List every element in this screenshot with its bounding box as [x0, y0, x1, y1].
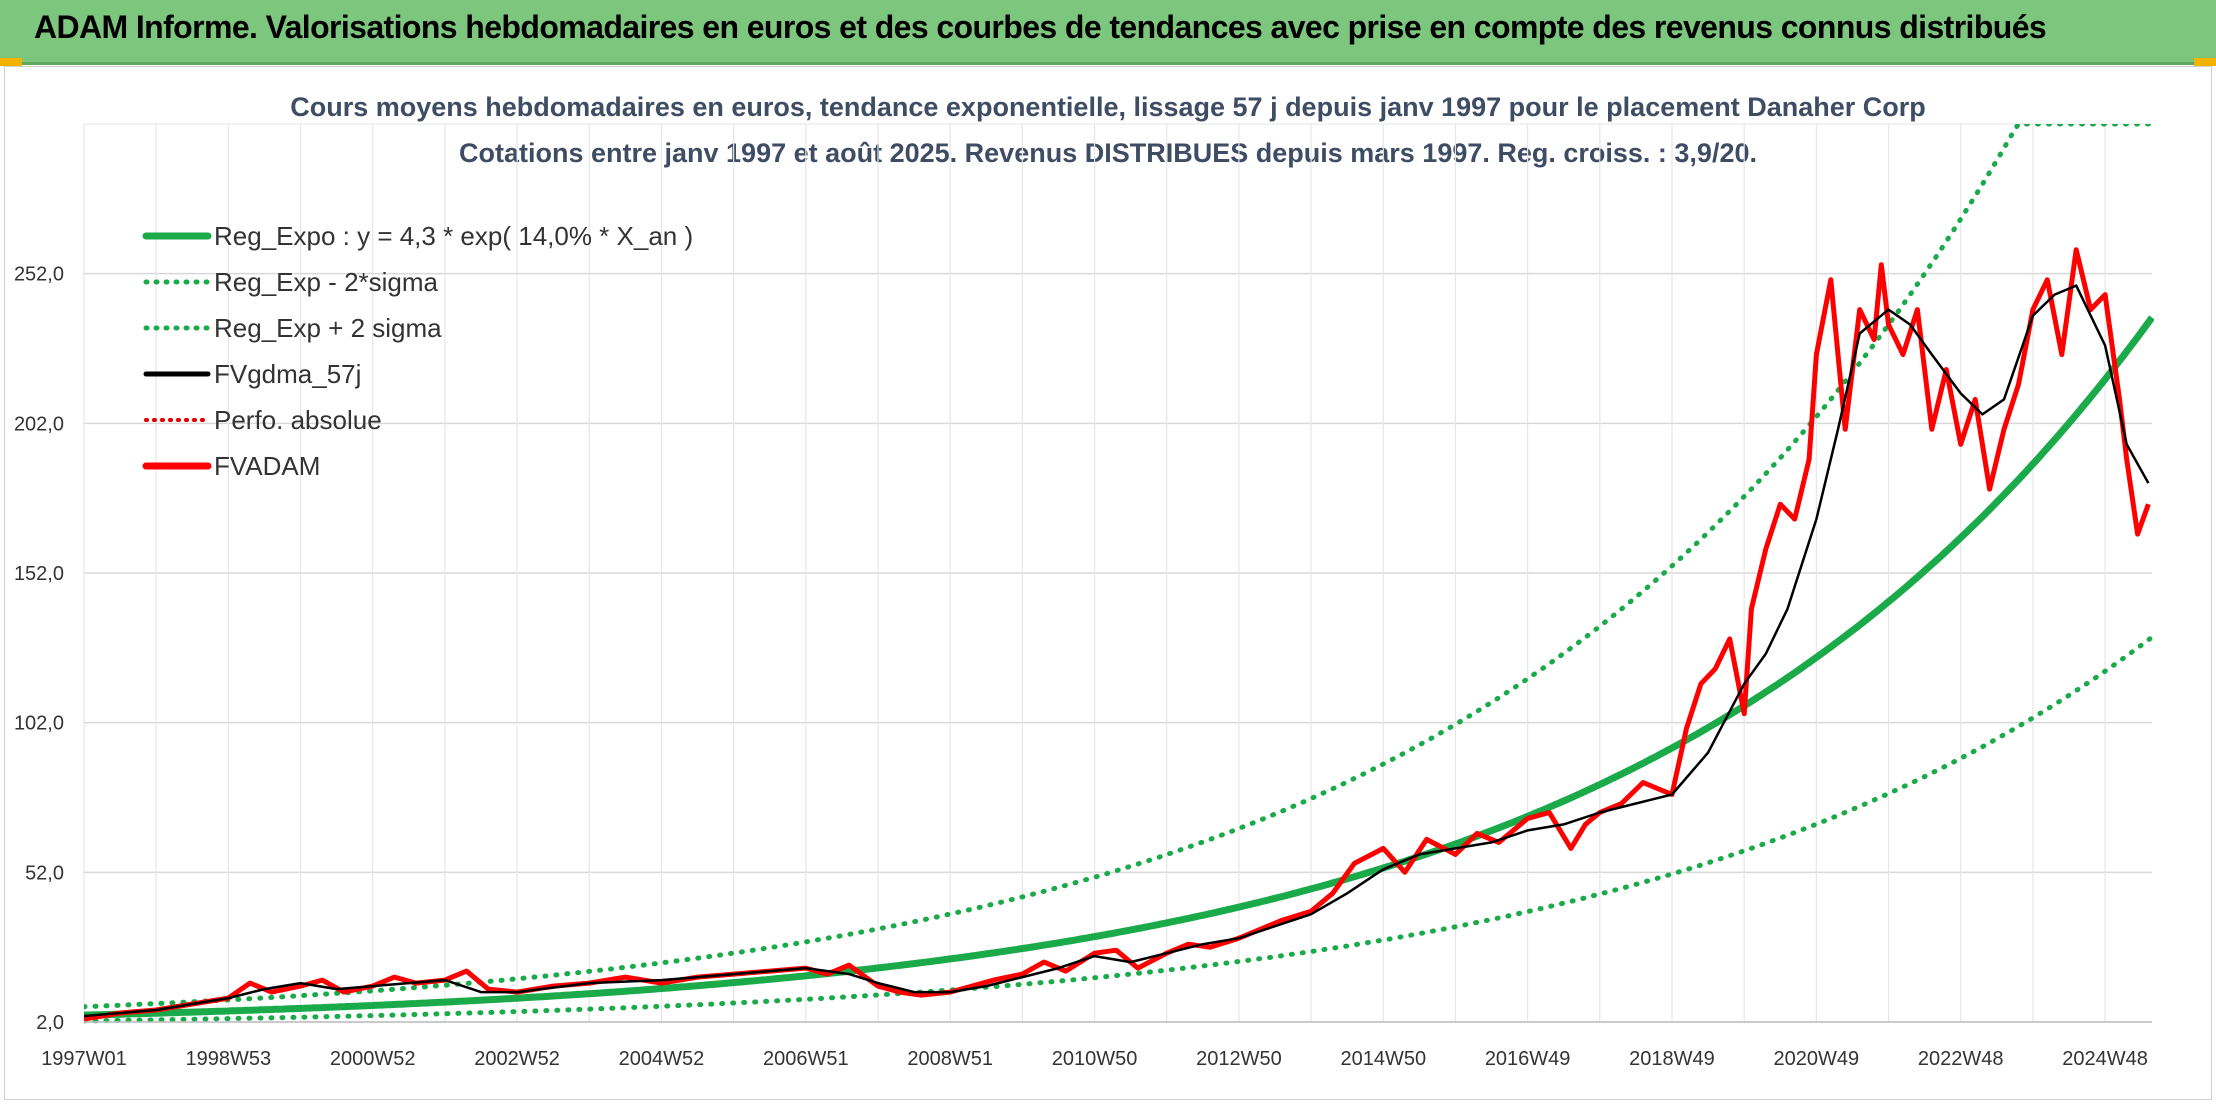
y-axis-ticks: 2,0 52,0 102,0 152,0 202,0 252,0 — [14, 264, 64, 1034]
x-axis-ticks: 1997W01 1998W53 2000W52 2002W52 2004W52 2006W… — [41, 1048, 2148, 1070]
y-tick-label: 202,0 — [14, 413, 64, 435]
x-tick-label: 1998W53 — [186, 1048, 272, 1070]
x-tick-label: 2016W49 — [1485, 1048, 1571, 1070]
corner-mark-right — [2194, 58, 2216, 66]
legend-fvadam-label: FVADAM — [214, 451, 320, 481]
legend-perfo-absolue-label: Perfo. absolue — [214, 405, 382, 435]
chart-frame — [4, 66, 2212, 1100]
x-tick-label: 2010W50 — [1052, 1048, 1138, 1070]
x-tick-label: 2002W52 — [474, 1048, 560, 1070]
x-tick-label: 2006W51 — [763, 1048, 849, 1070]
chart-title: Cours moyens hebdomadaires en euros, ten… — [290, 92, 1926, 122]
grid-lines — [83, 123, 2152, 1023]
y-tick-label: 52,0 — [25, 862, 64, 884]
y-tick-label: 152,0 — [14, 563, 64, 585]
legend-reg-plus-2sigma-label: Reg_Exp + 2 sigma — [214, 313, 442, 343]
x-tick-label: 1997W01 — [41, 1048, 127, 1070]
x-tick-label: 2008W51 — [907, 1048, 993, 1070]
x-tick-label: 2012W50 — [1196, 1048, 1282, 1070]
x-tick-label: 2024W48 — [2062, 1048, 2148, 1070]
series-fvadam — [84, 247, 2151, 1022]
series-reg-plus-2sigma — [84, 124, 2154, 1010]
series-reg-expo — [84, 315, 2154, 1019]
legend-fvgdma-57j-label: FVgdma_57j — [214, 359, 361, 389]
x-tick-label: 2022W48 — [1918, 1048, 2004, 1070]
report-banner: ADAM Informe. Valorisations hebdomadaire… — [0, 0, 2216, 65]
y-tick-label: 102,0 — [14, 713, 64, 735]
x-tick-label: 2000W52 — [330, 1048, 416, 1070]
series-layer — [84, 124, 2154, 1024]
x-tick-label: 2014W50 — [1340, 1048, 1426, 1070]
legend-reg-expo-label: Reg_Expo : y = 4,3 * exp( 14,0% * X_an ) — [214, 221, 693, 251]
legend: Reg_Expo : y = 4,3 * exp( 14,0% * X_an )… — [142, 221, 693, 481]
series-fvgdma-57j — [84, 284, 2150, 1018]
legend-reg-minus-2sigma-label: Reg_Exp - 2*sigma — [214, 267, 439, 297]
x-tick-label: 2020W49 — [1774, 1048, 1860, 1070]
corner-mark-left — [0, 58, 22, 66]
x-tick-label: 2018W49 — [1629, 1048, 1715, 1070]
x-tick-label: 2004W52 — [619, 1048, 705, 1070]
y-tick-label: 252,0 — [14, 264, 64, 286]
chart-subtitle: Cotations entre janv 1997 et août 2025. … — [458, 138, 1757, 168]
series-reg-minus-2sigma — [84, 634, 2154, 1024]
y-tick-label: 2,0 — [36, 1012, 64, 1034]
report-title: ADAM Informe. Valorisations hebdomadaire… — [34, 9, 2047, 45]
